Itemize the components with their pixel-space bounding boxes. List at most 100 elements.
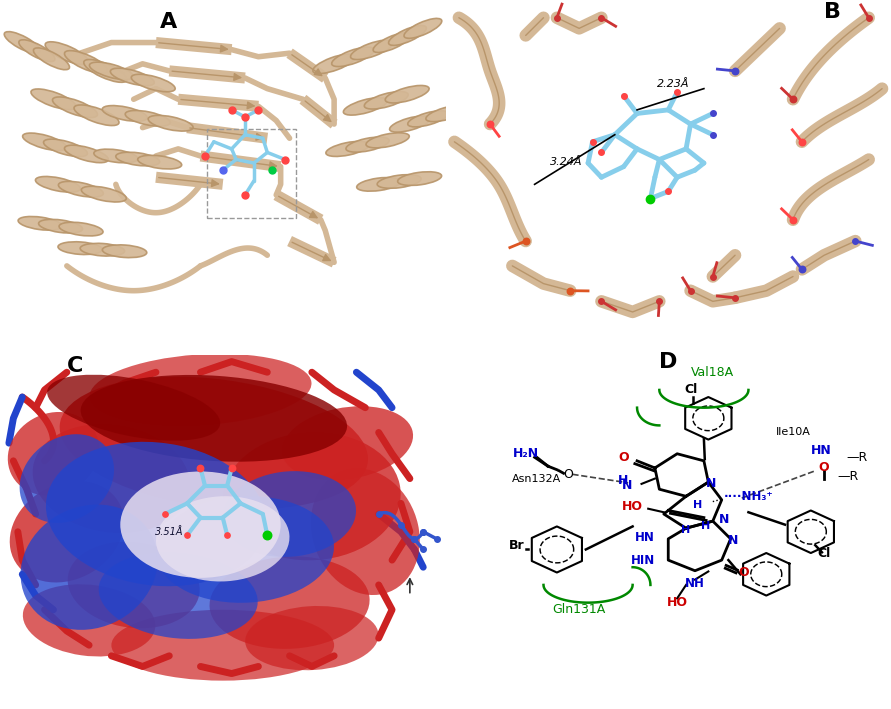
Ellipse shape [126,111,170,126]
Ellipse shape [38,219,83,233]
Ellipse shape [31,89,76,110]
Ellipse shape [282,406,413,480]
Text: 3.24Å: 3.24Å [550,157,582,167]
Text: B: B [824,1,841,22]
Ellipse shape [44,139,87,157]
Ellipse shape [148,116,193,131]
Ellipse shape [20,505,158,630]
Ellipse shape [60,376,368,510]
Ellipse shape [223,432,401,560]
Ellipse shape [356,177,401,191]
Ellipse shape [138,155,182,169]
Ellipse shape [94,149,138,163]
Text: HIN: HIN [631,554,655,566]
Ellipse shape [99,552,257,639]
Ellipse shape [34,48,69,69]
Ellipse shape [111,610,334,681]
Ellipse shape [311,469,420,595]
Ellipse shape [366,133,409,148]
Text: O: O [739,566,749,579]
Ellipse shape [53,97,97,118]
Ellipse shape [80,375,347,462]
Ellipse shape [74,105,119,125]
Text: Cl: Cl [818,547,830,559]
Text: Cl: Cl [684,384,697,396]
Ellipse shape [389,116,430,132]
Text: H: H [682,525,691,535]
Text: C: C [67,356,83,376]
Ellipse shape [89,62,134,79]
Ellipse shape [331,47,374,67]
Text: Gln131A: Gln131A [552,603,606,616]
Ellipse shape [84,60,127,82]
Text: H: H [701,521,711,532]
Text: Br: Br [509,540,525,552]
Ellipse shape [59,182,103,197]
Ellipse shape [58,242,102,255]
Text: H: H [692,500,702,510]
Ellipse shape [116,152,159,166]
Ellipse shape [397,172,442,186]
Ellipse shape [209,557,370,649]
Ellipse shape [346,137,389,152]
Ellipse shape [68,542,200,628]
Text: Val18A: Val18A [691,366,734,379]
Ellipse shape [19,40,55,62]
Ellipse shape [10,481,124,583]
Ellipse shape [245,606,379,670]
Ellipse shape [110,68,154,86]
Text: Ile10A: Ile10A [775,428,811,437]
Ellipse shape [36,177,80,192]
Ellipse shape [33,424,190,533]
Text: ····NH₃⁺: ····NH₃⁺ [724,490,773,503]
Text: N: N [728,534,738,547]
Ellipse shape [385,86,429,103]
Ellipse shape [47,374,220,441]
Text: N: N [622,479,633,492]
Ellipse shape [102,106,147,121]
Ellipse shape [223,471,356,557]
Ellipse shape [131,74,176,91]
Ellipse shape [156,496,334,603]
Ellipse shape [404,18,442,38]
Ellipse shape [343,98,388,115]
Text: D: D [659,352,677,372]
Text: A: A [160,12,177,33]
Ellipse shape [102,245,147,257]
Text: HO: HO [622,501,643,513]
Text: —R: —R [846,451,868,464]
Text: 3.51Å: 3.51Å [155,527,184,537]
Text: 2.23Å: 2.23Å [657,79,689,89]
Ellipse shape [89,354,312,426]
Ellipse shape [18,216,62,230]
Text: N: N [719,513,729,526]
Text: O: O [819,462,830,474]
Text: NH: NH [685,576,705,590]
Text: N: N [706,477,715,491]
Text: O: O [563,468,573,481]
Text: O: O [618,451,629,464]
Ellipse shape [23,584,155,657]
Ellipse shape [8,412,99,496]
Ellipse shape [350,40,393,60]
Ellipse shape [377,174,421,189]
Ellipse shape [4,32,40,53]
Text: HN: HN [635,530,655,544]
Ellipse shape [120,471,281,578]
Text: H: H [617,474,628,487]
Ellipse shape [81,186,127,202]
Text: Asn132A: Asn132A [512,474,561,484]
Text: —R: —R [838,470,859,484]
Ellipse shape [64,145,109,162]
Ellipse shape [426,106,466,122]
Ellipse shape [373,33,411,52]
Text: HO: HO [666,596,688,609]
Text: H₂N: H₂N [512,447,539,460]
Ellipse shape [46,442,266,586]
Ellipse shape [364,91,408,109]
Text: HN: HN [811,444,831,457]
Ellipse shape [22,133,67,150]
Ellipse shape [313,54,356,74]
Ellipse shape [59,222,103,236]
Ellipse shape [156,496,290,581]
